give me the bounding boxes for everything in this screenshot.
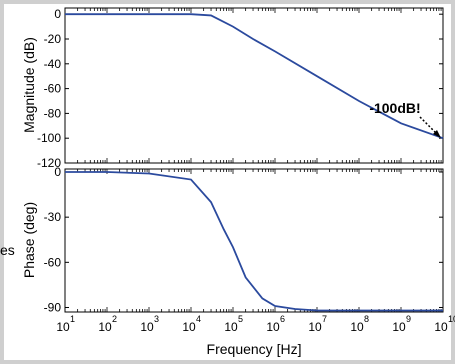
x-tick-label-exponent: 10 bbox=[448, 314, 455, 324]
clipped-side-text: es bbox=[0, 242, 15, 258]
magnitude-x-ticks bbox=[64, 8, 444, 163]
phase-series-line bbox=[65, 171, 443, 312]
magnitude-panel: 0 -20 -40 -60 -80 -100 -120 Magnitude (dB) -10… bbox=[21, 7, 444, 170]
x-tick-label-exponent: 3 bbox=[154, 314, 159, 324]
annotation-100db: -100dB! bbox=[369, 100, 420, 116]
magnitude-plot-area bbox=[64, 7, 444, 164]
y-tick-label: 0 bbox=[54, 7, 61, 21]
annotation-arrow-shaft bbox=[419, 116, 438, 135]
phase-panel: 0-30-60-90 Phase (deg) 10110210310410510… bbox=[21, 165, 455, 357]
magnitude-y-axis-label: Magnitude (dB) bbox=[21, 37, 37, 133]
y-tick-label: -100 bbox=[37, 131, 61, 145]
x-tick-label-base: 10 bbox=[392, 320, 406, 334]
x-tick-label-exponent: 1 bbox=[70, 314, 75, 324]
x-tick-label-exponent: 8 bbox=[364, 314, 369, 324]
phase-y-ticks: 0 -30 -60 -90 bbox=[44, 165, 443, 314]
y-tick-label: -90 bbox=[44, 300, 62, 314]
x-axis-label: Frequency [Hz] bbox=[207, 341, 302, 357]
y-tick-label: -120 bbox=[37, 156, 61, 170]
y-tick-label: -20 bbox=[44, 32, 62, 46]
y-tick-label: -30 bbox=[44, 210, 62, 224]
x-tick-label-base: 10 bbox=[182, 320, 196, 334]
x-tick-label-base: 10 bbox=[224, 320, 238, 334]
y-tick-label: -40 bbox=[44, 57, 62, 71]
x-tick-label-exponent: 2 bbox=[112, 314, 117, 324]
y-tick-label: -60 bbox=[44, 82, 62, 96]
x-tick-label-base: 10 bbox=[266, 320, 280, 334]
x-tick-label-exponent: 4 bbox=[196, 314, 201, 324]
y-tick-label: -60 bbox=[44, 255, 62, 269]
x-tick-label-exponent: 5 bbox=[238, 314, 243, 324]
x-tick-label-base: 10 bbox=[56, 320, 70, 334]
x-tick-label-base: 10 bbox=[350, 320, 364, 334]
phase-plot-area bbox=[64, 168, 444, 313]
x-tick-label-exponent: 6 bbox=[280, 314, 285, 324]
phase-y-axis-label: Phase (deg) bbox=[21, 202, 37, 278]
y-tick-label: -80 bbox=[44, 106, 62, 120]
x-tick-label-base: 10 bbox=[308, 320, 322, 334]
x-tick-label-base: 10 bbox=[140, 320, 154, 334]
annotation-arrow-head bbox=[433, 130, 441, 138]
x-tick-label-exponent: 7 bbox=[322, 314, 327, 324]
x-tick-label-exponent: 9 bbox=[406, 314, 411, 324]
x-tick-label-base: 10 bbox=[98, 320, 112, 334]
y-tick-label: 0 bbox=[54, 165, 61, 179]
x-tick-labels: 1011021031041051061071081091010 bbox=[56, 314, 455, 334]
magnitude-series-line bbox=[65, 13, 444, 140]
x-tick-label-base: 10 bbox=[434, 320, 448, 334]
phase-x-ticks bbox=[64, 169, 444, 312]
